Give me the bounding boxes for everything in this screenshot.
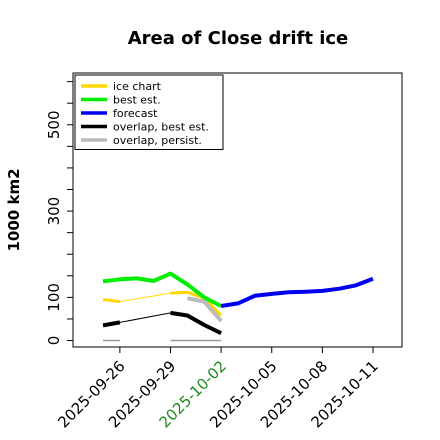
- series-layer: [102, 271, 374, 342]
- plot-area: [72, 72, 403, 348]
- series-line-best-est-: [102, 271, 223, 308]
- legend-label: forecast: [113, 107, 158, 120]
- chart-title: Area of Close drift ice: [128, 28, 349, 49]
- y-tick-label: 300: [45, 197, 63, 226]
- y-tick-label: 100: [45, 283, 63, 312]
- series-line-ice-chart-link: [119, 292, 171, 303]
- series-line-forecast: [220, 276, 374, 308]
- legend-label: ice chart: [113, 80, 162, 93]
- series-line-overlap-link: [119, 312, 171, 323]
- series-line-overlap-best-est-: [102, 320, 121, 328]
- x-axis: 2025-09-262025-09-292025-10-022025-10-05…: [54, 347, 382, 431]
- y-axis-label: 1000 km2: [5, 168, 23, 251]
- series-line-overlap-persist-: [186, 296, 223, 323]
- series-line-ice-chart: [102, 298, 121, 304]
- y-tick-label: 500: [45, 110, 63, 139]
- legend-label: best est.: [113, 94, 161, 107]
- y-axis: 0 100 300 500: [45, 81, 73, 346]
- legend-label: overlap, best est.: [113, 121, 209, 134]
- series-line-overlap-best-est-: [170, 310, 222, 335]
- legend-label: overlap, persist.: [113, 134, 202, 147]
- series-line-ice-chart: [170, 290, 223, 317]
- y-tick-label: 0: [45, 336, 63, 346]
